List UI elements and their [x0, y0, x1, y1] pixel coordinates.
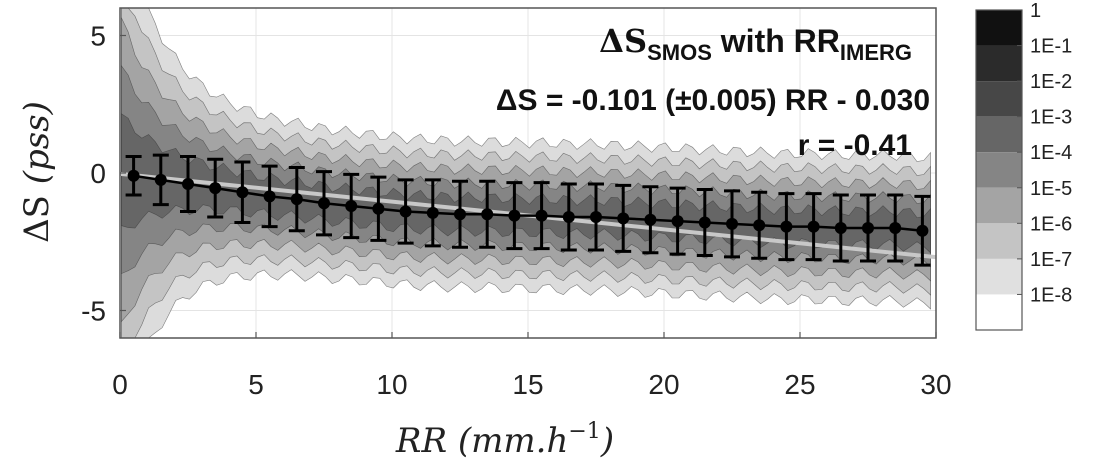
- bin-mean-point: [481, 208, 494, 221]
- colorbar-label: 1E-7: [1030, 249, 1072, 271]
- colorbar-label: 1E-4: [1030, 142, 1072, 164]
- bin-mean-point: [127, 169, 140, 182]
- colorbar-label: 1E-5: [1030, 178, 1072, 200]
- colorbar-segment: [976, 10, 1022, 46]
- bin-mean-point: [236, 186, 249, 199]
- colorbar-label: 1E-2: [1030, 71, 1072, 93]
- colorbar-frame: [975, 9, 1023, 331]
- colorbar-segment: [976, 45, 1022, 82]
- colorbar-segment: [976, 152, 1022, 188]
- bin-mean-point: [182, 178, 194, 190]
- title-sub-imerg: IMERG: [840, 40, 912, 65]
- bin-mean-point: [372, 202, 385, 215]
- bin-mean-point: [753, 219, 766, 232]
- bin-mean-point: [454, 208, 466, 221]
- y-ticks: 5 0 -5: [81, 21, 126, 327]
- bin-mean-point: [263, 190, 276, 203]
- y-tick-label: -5: [81, 296, 106, 327]
- bin-mean-point: [807, 220, 820, 233]
- colorbar-label: 1E-1: [1030, 36, 1072, 58]
- x-tick-label: 15: [512, 369, 543, 400]
- bin-mean-point: [780, 220, 793, 233]
- x-axis-label: RR (mm.h−1): [395, 419, 614, 461]
- bin-mean-point: [590, 211, 602, 223]
- density-band: [121, 113, 931, 254]
- x-tick-label: 20: [648, 369, 679, 400]
- errorbar-layer: [125, 153, 931, 267]
- y-axis-label-unit: (pss): [17, 101, 57, 195]
- bin-mean-point: [318, 197, 330, 210]
- bin-mean-point: [290, 193, 303, 206]
- bin-mean-point: [562, 211, 575, 223]
- bin-mean-point: [426, 206, 439, 219]
- correlation-label: r = -0.41: [798, 129, 912, 162]
- x-tick-label: 0: [112, 369, 128, 400]
- bin-mean-point: [617, 212, 630, 225]
- x-ticks: 0 5 10 15 20 25 30: [112, 332, 952, 400]
- x-tick-label: 30: [920, 369, 951, 400]
- bin-mean-point: [508, 209, 521, 222]
- colorbar-segment: [976, 81, 1022, 117]
- y-axis-label: ΔS (pss): [17, 101, 57, 243]
- colorbar-segment: [976, 187, 1022, 224]
- x-tick-label: 5: [248, 369, 264, 400]
- y-tick-label: 0: [90, 158, 106, 189]
- colorbar-label: 1E-6: [1030, 213, 1072, 235]
- bin-mean-point: [154, 173, 167, 186]
- bin-mean-point: [671, 215, 684, 228]
- colorbar-segment: [976, 294, 1022, 330]
- x-axis-label-exp: −1: [568, 419, 600, 444]
- bin-mean-point: [644, 213, 657, 226]
- x-tick-label: 10: [376, 369, 407, 400]
- bin-mean-point: [345, 200, 358, 212]
- colorbar-segment: [976, 116, 1022, 153]
- y-tick-label: 5: [90, 21, 106, 52]
- bin-mean-point: [834, 222, 847, 234]
- bin-mean-point: [916, 224, 929, 237]
- x-tick-label: 25: [784, 369, 815, 400]
- colorbar: 1 1E-1 1E-2 1E-3 1E-4 1E-5 1E-6 1E-7 1E-8: [975, 0, 1072, 331]
- colorbar-segment: [976, 258, 1022, 295]
- bin-mean-point: [209, 182, 222, 195]
- colorbar-segment: [976, 223, 1022, 259]
- colorbar-label: 1: [1030, 0, 1041, 22]
- bin-mean-point: [889, 222, 902, 234]
- x-axis-label-unit: (mm.h: [447, 421, 568, 461]
- x-axis-label-main: RR: [395, 421, 447, 461]
- title-delta: ΔS: [599, 22, 647, 60]
- bin-mean-point: [399, 205, 412, 218]
- bin-mean-point: [535, 209, 548, 222]
- title-with: with RR: [712, 23, 840, 59]
- title-sub-smos: SMOS: [647, 40, 712, 65]
- bin-mean-point: [698, 216, 711, 229]
- bin-mean-point: [862, 222, 874, 234]
- y-axis-label-main: ΔS: [17, 195, 57, 243]
- chart-title: ΔSSMOS with RRIMERG: [599, 22, 912, 65]
- fit-equation: ΔS = -0.101 (±0.005) RR - 0.030: [496, 84, 930, 117]
- colorbar-label: 1E-8: [1030, 284, 1072, 306]
- x-axis-label-close: ): [600, 421, 614, 461]
- bin-mean-point: [726, 217, 738, 230]
- colorbar-label: 1E-3: [1030, 107, 1072, 129]
